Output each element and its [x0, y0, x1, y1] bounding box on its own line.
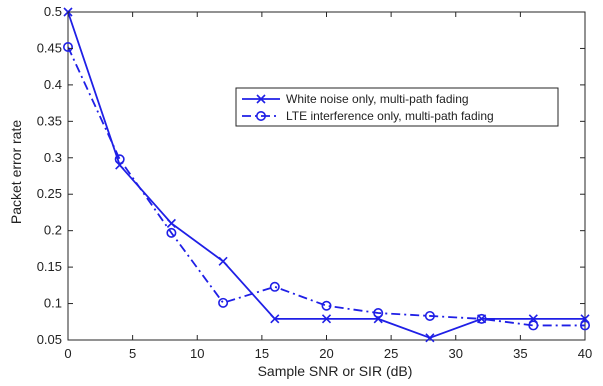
circle-marker — [166, 227, 177, 238]
series-2 — [62, 41, 590, 331]
y-tick-label: 0.3 — [44, 150, 62, 165]
x-tick-label: 5 — [129, 346, 136, 361]
plot-area — [67, 11, 586, 341]
x-marker — [166, 218, 176, 228]
x-tick-label: 20 — [319, 346, 333, 361]
x-tick-label: 40 — [578, 346, 592, 361]
x-marker — [321, 314, 332, 324]
legend-box — [235, 87, 559, 127]
y-tick-label: 0.1 — [44, 296, 62, 311]
x-tick-label: 10 — [190, 346, 204, 361]
circle-marker — [579, 320, 590, 331]
series-layer — [62, 7, 590, 343]
y-tick-label: 0.45 — [37, 40, 62, 55]
legend-item: LTE interference only, multi-path fading — [242, 109, 494, 123]
circle-marker — [114, 154, 125, 165]
y-tick-label: 0.2 — [44, 223, 62, 238]
y-tick-label: 0.5 — [44, 4, 62, 19]
x-tick-label: 15 — [255, 346, 269, 361]
legend: White noise only, multi-path fading LTE i… — [235, 87, 559, 127]
x-tick-label: 30 — [449, 346, 463, 361]
y-axis-label: Packet error rate — [8, 120, 24, 224]
circle-marker — [321, 300, 332, 311]
x-tick-label: 35 — [513, 346, 527, 361]
circle-marker — [373, 308, 384, 319]
circle-marker — [269, 281, 280, 292]
series-1 — [63, 7, 590, 343]
y-tick-label: 0.4 — [44, 77, 62, 92]
circle-marker — [424, 310, 435, 321]
y-tick-label: 0.25 — [37, 186, 62, 201]
y-tick-label: 0.05 — [37, 332, 62, 347]
circle-marker — [62, 41, 73, 52]
x-marker — [425, 333, 435, 343]
circle-marker — [476, 313, 487, 324]
x-tick-label: 25 — [384, 346, 398, 361]
y-tick-label: 0.15 — [37, 259, 62, 274]
x-tick-label: 0 — [64, 346, 71, 361]
circle-marker — [255, 111, 266, 122]
legend-label: LTE interference only, multi-path fading — [286, 109, 494, 123]
x-marker — [256, 94, 266, 104]
y-tick-label: 0.35 — [37, 113, 62, 128]
circle-marker — [218, 297, 229, 308]
x-marker — [218, 256, 228, 266]
legend-item: White noise only, multi-path fading — [242, 92, 469, 106]
legend-label: White noise only, multi-path fading — [286, 92, 469, 106]
x-marker — [270, 314, 280, 324]
axes-layer: 0 5 10 15 20 25 30 35 40 0.05 0.1 0.15 0.2 0.25 0.3 0.3… — [37, 4, 593, 361]
x-axis-label: Sample SNR or SIR (dB) — [258, 363, 413, 379]
plot-frame — [67, 11, 586, 341]
circle-marker — [528, 320, 539, 331]
